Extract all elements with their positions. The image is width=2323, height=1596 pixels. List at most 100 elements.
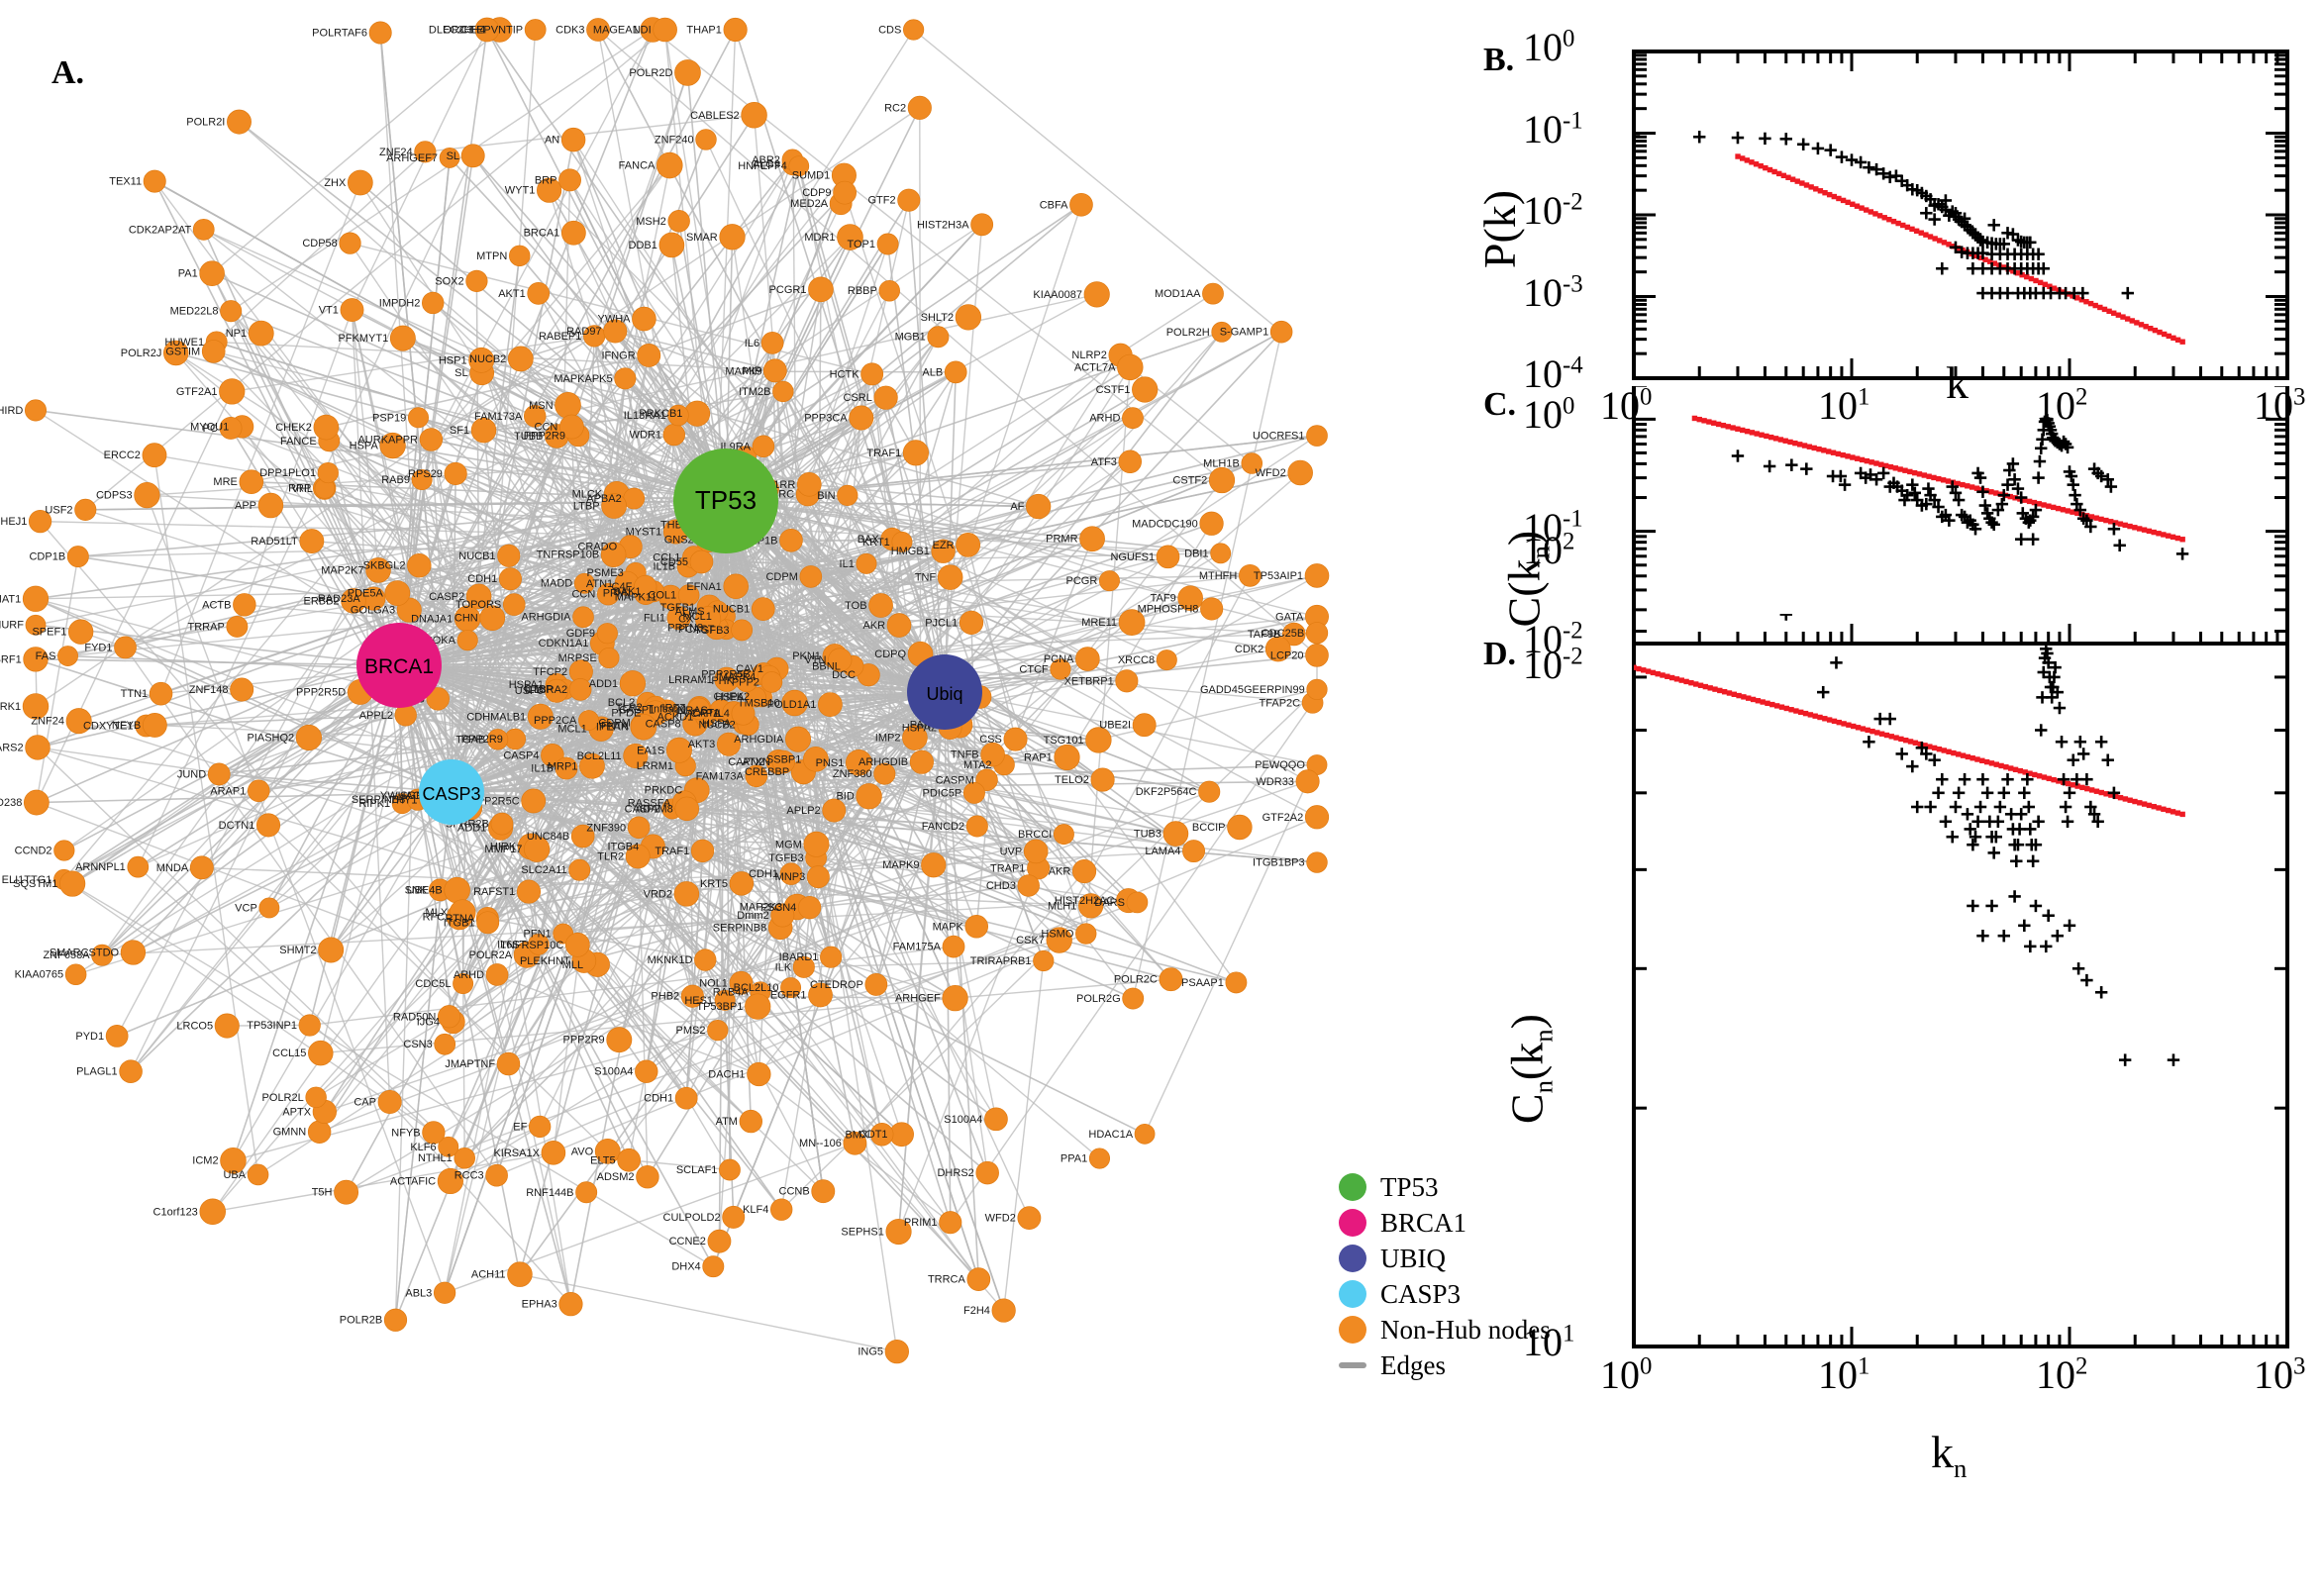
network-node[interactable] [984, 1107, 1008, 1132]
network-node[interactable] [1306, 425, 1328, 447]
network-node[interactable] [28, 510, 52, 534]
network-node[interactable] [201, 340, 226, 363]
network-node[interactable] [690, 839, 715, 863]
network-node[interactable] [317, 461, 339, 484]
network-node[interactable] [114, 636, 137, 659]
network-node[interactable] [808, 276, 834, 303]
network-node[interactable] [53, 840, 75, 861]
network-node[interactable] [258, 897, 280, 919]
network-node[interactable] [623, 743, 649, 769]
network-node[interactable] [729, 970, 754, 995]
network-node[interactable] [528, 1115, 552, 1139]
network-node[interactable] [25, 614, 47, 636]
network-node[interactable] [959, 610, 984, 635]
network-node[interactable] [886, 613, 912, 638]
network-node[interactable] [507, 346, 534, 372]
network-node[interactable] [411, 469, 433, 491]
network-node[interactable] [1199, 511, 1224, 536]
network-node[interactable] [723, 17, 748, 43]
network-node[interactable] [806, 865, 830, 889]
network-node[interactable] [1085, 727, 1112, 753]
network-node[interactable] [573, 572, 595, 594]
network-node[interactable] [820, 946, 843, 968]
network-node[interactable] [558, 1292, 583, 1317]
network-node[interactable] [524, 19, 547, 41]
network-node[interactable] [507, 1261, 533, 1287]
network-node[interactable] [956, 532, 981, 557]
network-node[interactable] [255, 813, 281, 838]
network-node[interactable] [308, 1040, 334, 1066]
network-node[interactable] [1033, 949, 1055, 972]
network-node[interactable] [298, 1014, 321, 1037]
network-node[interactable] [856, 783, 882, 810]
network-node[interactable] [627, 816, 651, 840]
network-node[interactable] [64, 963, 87, 986]
network-node[interactable] [368, 21, 392, 45]
network-node[interactable] [230, 677, 254, 702]
network-node[interactable] [1134, 1123, 1156, 1145]
network-node[interactable] [105, 1025, 129, 1047]
network-node[interactable] [1017, 1206, 1042, 1231]
network-node[interactable] [1304, 805, 1330, 830]
network-node[interactable] [560, 127, 586, 152]
network-node[interactable] [942, 935, 965, 958]
network-node[interactable] [1118, 449, 1142, 474]
network-node[interactable] [662, 423, 685, 447]
network-node[interactable] [65, 708, 92, 735]
network-node[interactable] [837, 484, 858, 506]
network-node[interactable] [192, 218, 215, 241]
network-node[interactable] [666, 606, 691, 631]
network-node[interactable] [299, 529, 325, 553]
network-node[interactable] [674, 59, 701, 86]
network-node[interactable] [127, 855, 150, 878]
network-node[interactable] [1306, 678, 1328, 700]
network-node[interactable] [739, 1109, 762, 1134]
network-node[interactable] [714, 666, 740, 692]
network-node[interactable] [485, 1163, 508, 1187]
network-node[interactable] [1078, 893, 1104, 919]
network-node[interactable] [781, 689, 808, 717]
network-node[interactable] [598, 647, 620, 669]
network-node[interactable] [438, 1136, 459, 1157]
network-node[interactable] [695, 129, 717, 150]
network-node[interactable] [1281, 622, 1306, 647]
network-node[interactable] [869, 1123, 894, 1147]
network-node[interactable] [1122, 987, 1145, 1010]
network-node[interactable] [521, 788, 547, 814]
network-node[interactable] [614, 367, 637, 390]
network-node[interactable] [486, 729, 509, 750]
network-node[interactable] [797, 896, 822, 920]
network-node[interactable] [248, 320, 274, 347]
network-node[interactable] [833, 180, 857, 205]
network-node[interactable] [656, 151, 683, 179]
network-node[interactable] [927, 326, 950, 349]
network-node[interactable] [799, 565, 823, 588]
network-node[interactable] [680, 984, 704, 1008]
network-node[interactable] [1079, 526, 1105, 552]
network-node[interactable] [437, 1167, 463, 1195]
network-node[interactable] [729, 871, 755, 896]
network-node[interactable] [119, 1059, 143, 1083]
network-node[interactable] [673, 881, 700, 907]
network-node[interactable] [617, 1147, 641, 1172]
network-node[interactable] [600, 542, 627, 568]
network-node[interactable] [1159, 967, 1183, 992]
network-node[interactable] [792, 955, 815, 978]
network-node[interactable] [1156, 649, 1177, 671]
network-node[interactable] [523, 405, 547, 428]
network-node[interactable] [860, 362, 884, 386]
network-node[interactable] [873, 762, 896, 785]
network-node[interactable] [601, 493, 627, 519]
network-node[interactable] [803, 746, 829, 772]
network-node[interactable] [803, 831, 830, 857]
network-node[interactable] [828, 648, 853, 672]
network-node[interactable] [142, 713, 167, 738]
network-node[interactable] [1241, 452, 1263, 474]
network-node[interactable] [318, 937, 345, 963]
network-node[interactable] [891, 531, 913, 552]
network-node[interactable] [653, 17, 677, 43]
network-node[interactable] [1304, 563, 1330, 588]
network-node[interactable] [849, 405, 874, 431]
network-node[interactable] [555, 756, 578, 780]
network-node[interactable] [568, 858, 591, 881]
